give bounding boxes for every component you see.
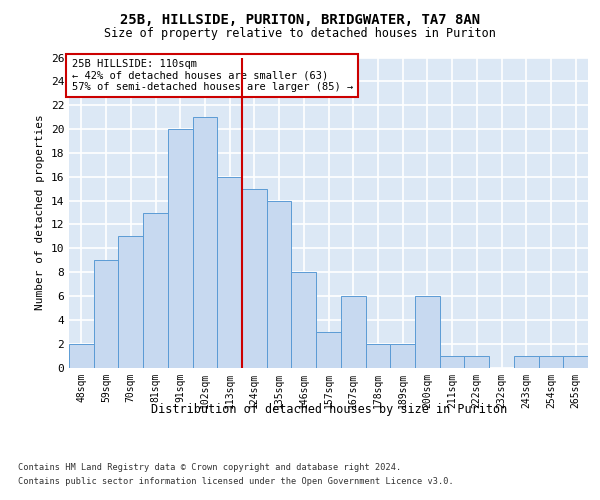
- Bar: [267, 200, 292, 368]
- Text: Contains public sector information licensed under the Open Government Licence v3: Contains public sector information licen…: [18, 478, 454, 486]
- Bar: [539, 356, 563, 368]
- Text: 25B, HILLSIDE, PURITON, BRIDGWATER, TA7 8AN: 25B, HILLSIDE, PURITON, BRIDGWATER, TA7 …: [120, 12, 480, 26]
- Bar: [69, 344, 94, 367]
- Bar: [118, 236, 143, 368]
- Bar: [193, 117, 217, 368]
- Bar: [242, 188, 267, 368]
- Bar: [168, 129, 193, 368]
- Bar: [316, 332, 341, 368]
- Bar: [440, 356, 464, 368]
- Text: Distribution of detached houses by size in Puriton: Distribution of detached houses by size …: [151, 402, 507, 415]
- Bar: [464, 356, 489, 368]
- Bar: [390, 344, 415, 367]
- Y-axis label: Number of detached properties: Number of detached properties: [35, 114, 45, 310]
- Text: Contains HM Land Registry data © Crown copyright and database right 2024.: Contains HM Land Registry data © Crown c…: [18, 462, 401, 471]
- Text: 25B HILLSIDE: 110sqm
← 42% of detached houses are smaller (63)
57% of semi-detac: 25B HILLSIDE: 110sqm ← 42% of detached h…: [71, 59, 353, 92]
- Bar: [217, 176, 242, 368]
- Bar: [365, 344, 390, 367]
- Bar: [415, 296, 440, 368]
- Bar: [292, 272, 316, 368]
- Bar: [143, 212, 168, 368]
- Text: Size of property relative to detached houses in Puriton: Size of property relative to detached ho…: [104, 28, 496, 40]
- Bar: [563, 356, 588, 368]
- Bar: [341, 296, 365, 368]
- Bar: [514, 356, 539, 368]
- Bar: [94, 260, 118, 368]
